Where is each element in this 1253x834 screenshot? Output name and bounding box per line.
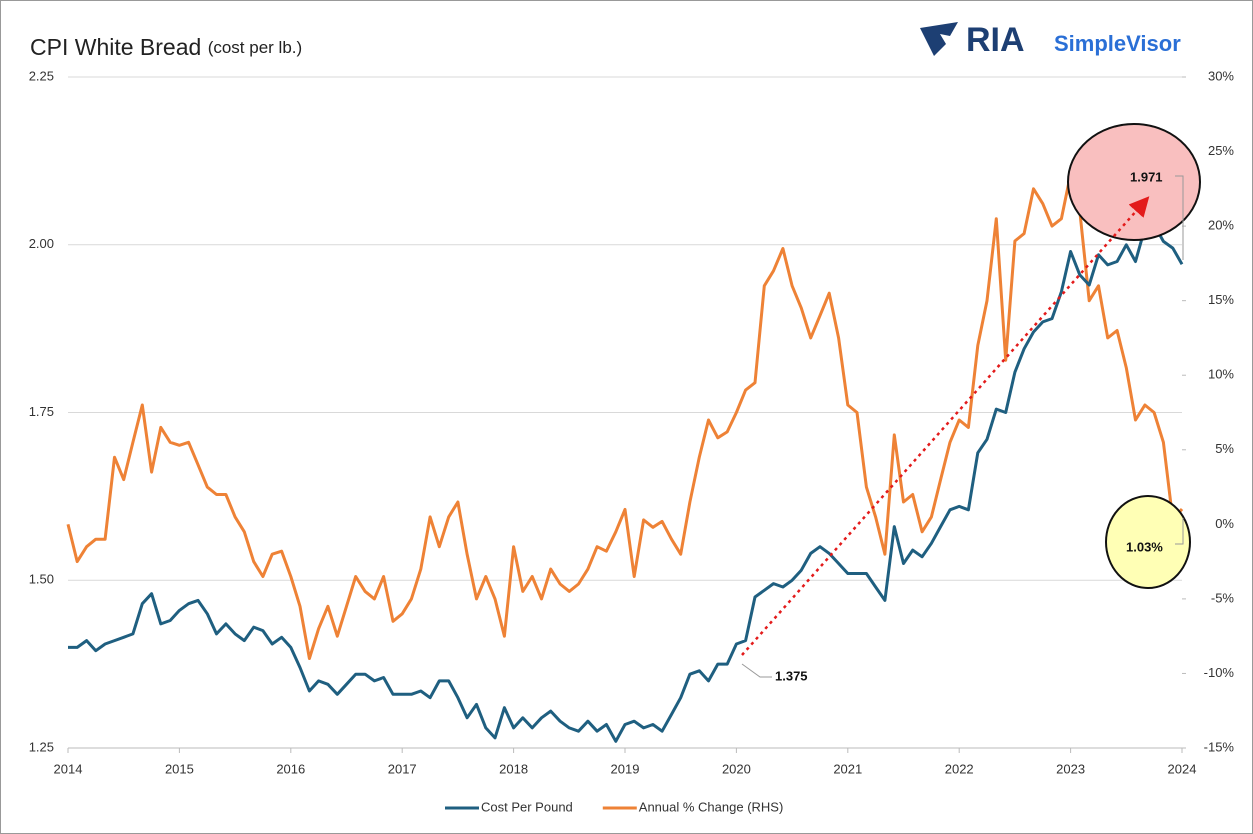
y2-tick-label: 10%	[1208, 367, 1234, 382]
leader-line	[741, 663, 772, 678]
logo-mark: RIA	[966, 21, 1025, 59]
y2-tick-label: -10%	[1204, 665, 1235, 680]
y-tick-label: 1.25	[29, 739, 54, 754]
annotation: 1.03%	[1126, 539, 1163, 554]
x-tick-label: 2016	[276, 761, 305, 776]
highlight-circle	[1067, 123, 1201, 241]
annotation: 1.375	[775, 668, 808, 683]
y2-tick-label: 5%	[1215, 441, 1234, 456]
title-text: CPI White Bread	[30, 34, 201, 60]
series-line	[66, 172, 1184, 660]
chart-title: CPI White Bread (cost per lb.)	[30, 34, 302, 60]
x-tick-label: 2021	[833, 761, 862, 776]
series-line	[68, 223, 1184, 743]
logo: RIA SimpleVisor	[920, 21, 1181, 59]
x-tick-label: 2017	[388, 761, 417, 776]
y2-tick-label: 0%	[1215, 516, 1234, 531]
leader-line	[1175, 175, 1184, 260]
highlight-circle	[1105, 495, 1191, 589]
x-tick-label: 2023	[1056, 761, 1085, 776]
y2-tick-label: -15%	[1204, 739, 1235, 754]
y-tick-label: 1.50	[29, 572, 54, 587]
x-tick-label: 2018	[499, 761, 528, 776]
grid: 1.25 1.50 1.75 2.00 2.25 -15% -10% -5% 0% 5% 10% 15…	[29, 68, 1235, 776]
y2-tick-label: -5%	[1211, 590, 1235, 605]
annotation: 1.971	[1130, 169, 1163, 184]
leader-line	[1175, 518, 1184, 545]
y2-tick-label: 20%	[1208, 218, 1234, 233]
x-tick-label: 2024	[1168, 761, 1197, 776]
x-tick-label: 2014	[54, 761, 83, 776]
lines	[66, 172, 1184, 743]
legend: Cost Per Pound Annual % Change (RHS)	[445, 799, 783, 814]
subtitle-text: (cost per lb.)	[208, 38, 302, 57]
legend-label: Annual % Change (RHS)	[639, 799, 784, 814]
x-tick-label: 2019	[611, 761, 640, 776]
x-tick-label: 2015	[165, 761, 194, 776]
legend-label: Cost Per Pound	[481, 799, 573, 814]
logo-icon	[920, 22, 958, 56]
y-tick-label: 2.25	[29, 68, 54, 83]
y2-tick-label: 15%	[1208, 292, 1234, 307]
x-tick-label: 2020	[722, 761, 751, 776]
y-tick-label: 1.75	[29, 404, 54, 419]
logo-name: SimpleVisor	[1054, 31, 1181, 56]
y-tick-label: 2.00	[29, 236, 54, 251]
annotations: 1.375 1.971 1.03%	[741, 123, 1201, 683]
y2-tick-label: 30%	[1208, 68, 1234, 83]
y2-tick-label: 25%	[1208, 143, 1234, 158]
x-tick-label: 2022	[945, 761, 974, 776]
